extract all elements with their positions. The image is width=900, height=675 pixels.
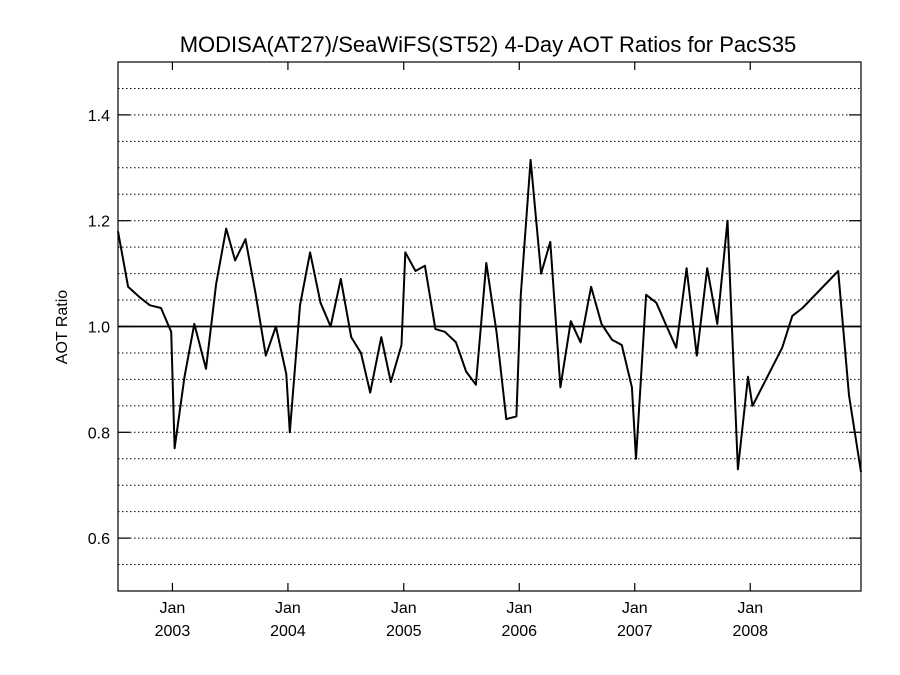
y-tick-label: 1.4 bbox=[88, 108, 110, 125]
y-tick-label: 1.0 bbox=[88, 320, 110, 337]
x-tick-year-label: 2004 bbox=[270, 623, 306, 640]
chart-title: MODISA(AT27)/SeaWiFS(ST52) 4-Day AOT Rat… bbox=[180, 32, 797, 57]
x-tick-year-label: 2007 bbox=[617, 623, 653, 640]
y-axis-label: AOT Ratio bbox=[54, 290, 71, 365]
aot-ratio-series-line bbox=[117, 158, 862, 473]
x-tick-month-label: Jan bbox=[622, 600, 648, 617]
x-tick-month-label: Jan bbox=[275, 600, 301, 617]
x-tick-month-label: Jan bbox=[737, 600, 763, 617]
series-group bbox=[117, 158, 862, 473]
x-ticks: Jan 2003 Jan 2004 Jan 2005 Jan 2006 Jan 2007 Jan 20… bbox=[155, 62, 768, 640]
x-tick-month-label: Jan bbox=[506, 600, 532, 617]
y-tick-label: 1.2 bbox=[88, 214, 110, 231]
x-tick-month-label: Jan bbox=[391, 600, 417, 617]
y-ticks: 0.6 0.8 1.0 1.2 1.4 bbox=[88, 108, 861, 548]
x-tick-year-label: 2005 bbox=[386, 623, 422, 640]
x-tick-year-label: 2008 bbox=[732, 623, 768, 640]
y-tick-label: 0.6 bbox=[88, 531, 110, 548]
x-tick-year-label: 2006 bbox=[501, 623, 537, 640]
x-tick-month-label: Jan bbox=[160, 600, 186, 617]
x-tick-year-label: 2003 bbox=[155, 623, 191, 640]
y-tick-label: 0.8 bbox=[88, 425, 110, 442]
